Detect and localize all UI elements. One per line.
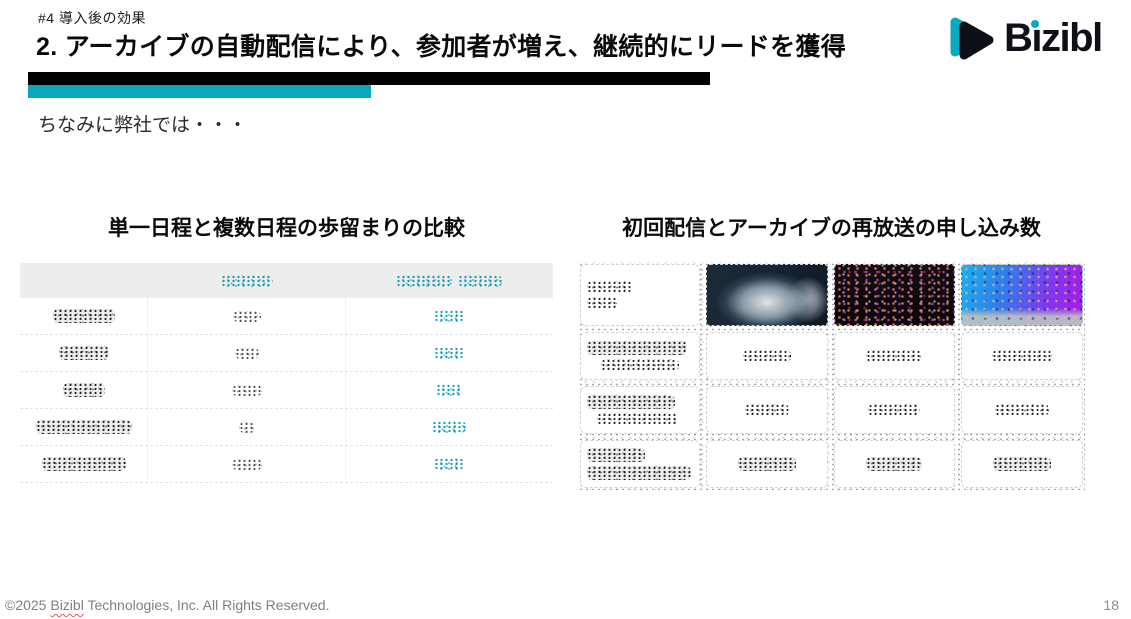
value-cell xyxy=(147,409,344,445)
page-number: 18 xyxy=(1103,597,1119,613)
redacted-text-blob xyxy=(396,274,453,287)
value-cell xyxy=(147,446,344,482)
grid-value-cell xyxy=(706,386,828,434)
wordmark-rest: zibl xyxy=(1041,16,1103,60)
row-label-cell xyxy=(20,383,147,397)
redacted-text-blob xyxy=(434,458,465,470)
grid-value-cell xyxy=(833,386,956,434)
redacted-text-blob xyxy=(587,281,632,293)
header-cell-redacted xyxy=(147,263,344,298)
redacted-text-blob xyxy=(231,384,262,396)
table-row xyxy=(20,409,553,446)
row-label-cell xyxy=(20,309,147,323)
value-cell xyxy=(344,298,553,334)
title-underline-teal xyxy=(28,85,371,98)
redacted-text-blob xyxy=(866,457,923,471)
grid-value-cell xyxy=(961,332,1083,380)
redacted-text-blob xyxy=(587,466,691,480)
wordmark-i: ı xyxy=(1031,16,1042,60)
table-row xyxy=(20,372,553,409)
value-cell xyxy=(147,335,344,371)
value-cell xyxy=(147,298,344,334)
grid-label-cell xyxy=(580,440,700,488)
slide-title: 2. アーカイブの自動配信により、参加者が増え、継続的にリードを獲得 xyxy=(36,33,846,61)
redacted-text-blob xyxy=(587,395,675,409)
slide-kicker: #4 導入後の効果 xyxy=(38,10,146,26)
header-cell-redacted xyxy=(344,263,553,298)
grid-value-cell xyxy=(961,386,1083,434)
redacted-text-blob xyxy=(868,404,921,416)
table-row xyxy=(20,298,553,335)
redacted-text-blob xyxy=(232,310,261,322)
redacted-text-blob xyxy=(601,359,679,371)
value-cell xyxy=(344,335,553,371)
right-section-heading: 初回配信とアーカイブの再放送の申し込み数 xyxy=(622,217,1041,240)
lead-text: ちなみに弊社では・・・ xyxy=(38,115,248,136)
redacted-text-blob xyxy=(992,350,1053,362)
bizibl-wordmark: Bı zibl xyxy=(1004,14,1103,62)
redacted-text-blob xyxy=(52,309,115,323)
value-cell xyxy=(344,446,553,482)
grid-label-cell xyxy=(580,386,700,434)
redacted-text-blob xyxy=(587,297,617,309)
redacted-text-blob xyxy=(993,457,1052,471)
event-thumbnail-2 xyxy=(833,264,956,326)
grid-value-cell xyxy=(706,440,828,488)
event-thumbnail-3 xyxy=(961,264,1083,326)
wordmark-b: B xyxy=(1004,16,1033,60)
event-thumbnail-1 xyxy=(706,264,828,326)
bizibl-logo: Bı zibl xyxy=(948,14,1103,62)
copyright-suffix: Technologies, Inc. All Rights Reserved. xyxy=(83,597,330,613)
grid-value-cell xyxy=(833,332,956,380)
left-section-heading: 単一日程と複数日程の歩留まりの比較 xyxy=(108,217,465,240)
redacted-text-blob xyxy=(866,350,923,362)
redacted-text-blob xyxy=(436,384,463,396)
play-triangle-icon xyxy=(948,14,1000,62)
value-cell xyxy=(344,372,553,408)
grid-value-cell xyxy=(961,440,1083,488)
value-cell xyxy=(344,409,553,445)
redacted-text-blob xyxy=(231,458,262,470)
redacted-text-blob xyxy=(995,404,1050,416)
value-cell xyxy=(147,372,344,408)
redacted-text-blob xyxy=(587,341,687,355)
redacted-text-blob xyxy=(58,346,109,360)
title-underline-black xyxy=(28,72,710,85)
grid-label-cell xyxy=(580,332,700,380)
grid-value-cell xyxy=(833,440,956,488)
row-label-cell xyxy=(20,420,147,434)
redacted-text-blob xyxy=(434,310,465,322)
redacted-text-blob xyxy=(587,448,645,462)
redacted-text-blob xyxy=(432,421,467,433)
redacted-text-blob xyxy=(35,420,132,434)
table-row xyxy=(20,446,553,483)
footer-copyright: ©2025 Bizibl Technologies, Inc. All Righ… xyxy=(5,597,329,613)
redacted-text-blob xyxy=(742,350,791,362)
redacted-text-blob xyxy=(62,383,105,397)
comparison-table xyxy=(20,263,553,483)
redacted-text-blob xyxy=(434,347,465,359)
copyright-brand: Bizibl xyxy=(50,597,84,613)
signup-count-screenshot xyxy=(578,262,1085,490)
row-label-cell xyxy=(20,346,147,360)
redacted-text-blob xyxy=(238,421,255,433)
redacted-text-blob xyxy=(234,347,259,359)
redacted-text-blob xyxy=(737,457,796,471)
grid-label-cell xyxy=(580,264,700,326)
table-header-row xyxy=(20,263,553,298)
redacted-text-blob xyxy=(597,413,677,425)
row-label-cell xyxy=(20,457,147,471)
redacted-text-blob xyxy=(220,274,273,287)
redacted-text-blob xyxy=(458,274,503,287)
teal-i-dot-icon xyxy=(1031,20,1039,28)
redacted-text-blob xyxy=(744,404,789,416)
redacted-text-blob xyxy=(41,457,126,471)
grid-value-cell xyxy=(706,332,828,380)
copyright-prefix: ©2025 xyxy=(5,597,51,613)
table-row xyxy=(20,335,553,372)
